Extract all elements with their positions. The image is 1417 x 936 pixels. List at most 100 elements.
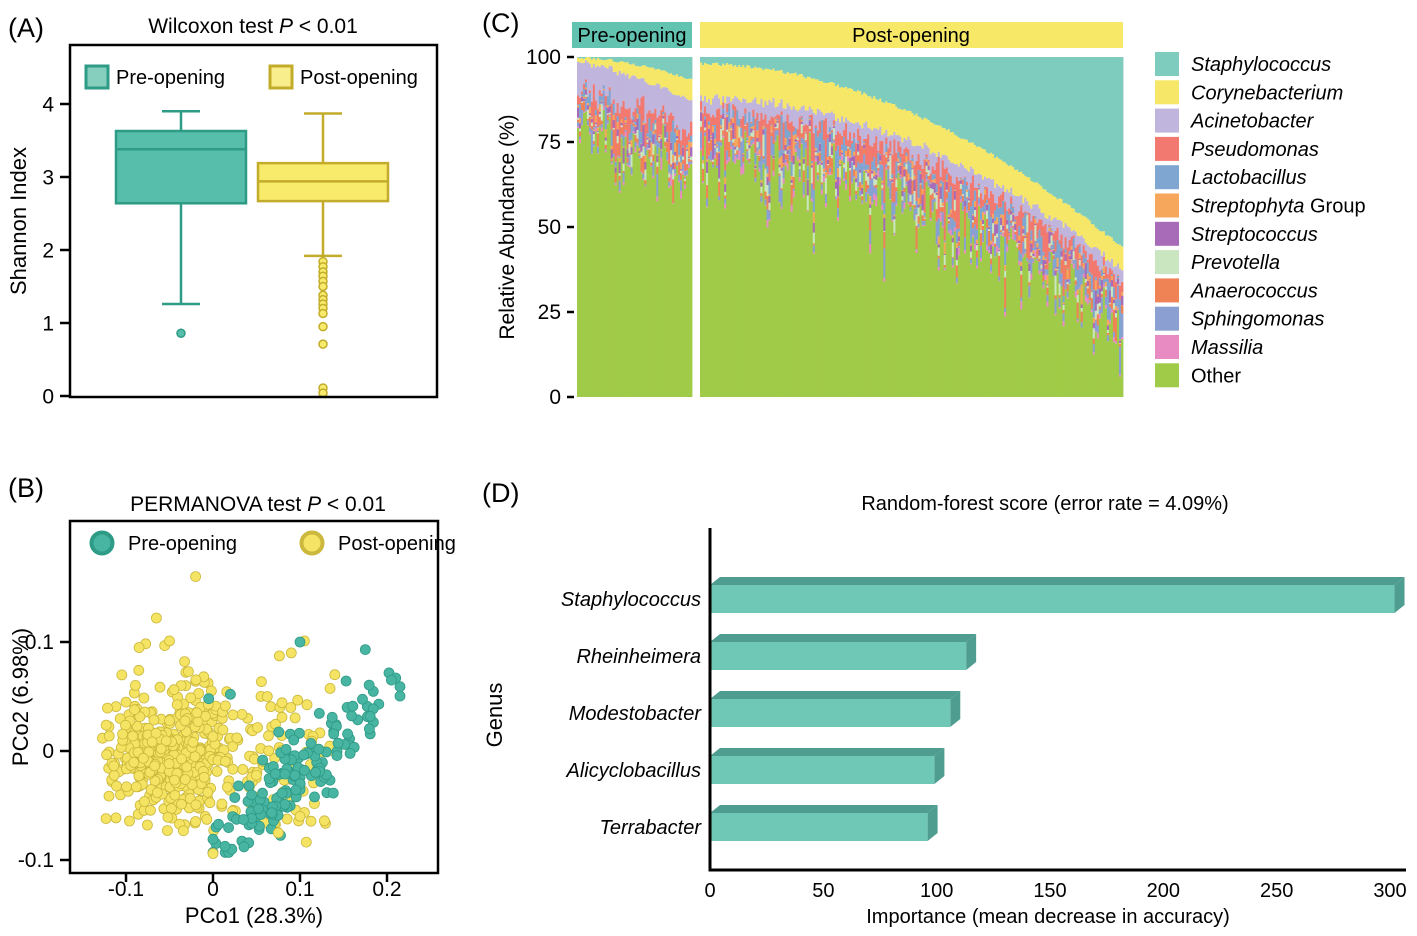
sample-bar-segment [648, 148, 651, 150]
sample-bar-segment [656, 201, 659, 397]
sample-bar-segment [1012, 214, 1015, 222]
sample-bar-segment [1004, 316, 1007, 397]
sample-bar-segment [752, 144, 755, 397]
scatter-point [227, 709, 239, 721]
box [114, 129, 248, 205]
sample-bar-segment [632, 75, 635, 112]
sample-bar-segment [1072, 259, 1076, 264]
sample-bar-segment [646, 142, 649, 145]
sample-bar-segment [849, 57, 852, 89]
sample-bar-segment [762, 107, 765, 120]
sample-bar-segment [600, 131, 604, 397]
sample-bar-segment [674, 142, 677, 152]
sample-bar-segment [1014, 57, 1017, 170]
sample-bar-segment [630, 167, 633, 175]
sample-bar-segment [582, 96, 586, 99]
sample-bar-segment [1094, 331, 1098, 333]
sample-bar-segment [1030, 252, 1033, 256]
sample-bar-segment [1044, 264, 1047, 270]
sample-bar-segment [1042, 275, 1045, 282]
sample-bar-segment [646, 67, 649, 84]
sample-bar-segment [1092, 352, 1096, 355]
sample-bar-segment [973, 210, 977, 217]
scatter-point [111, 780, 122, 792]
sample-bar-segment [768, 57, 771, 70]
sample-bar-segment [676, 138, 679, 140]
sample-bar-segment [614, 57, 618, 63]
sample-bar-segment [630, 154, 633, 167]
sample-bar-segment [955, 243, 959, 248]
sample-bar-segment [971, 142, 975, 169]
sample-bar-segment [578, 97, 582, 105]
sample-bar-segment [766, 57, 769, 70]
sample-bar-segment [624, 108, 627, 118]
sample-bar-segment [1018, 264, 1021, 397]
sample-bar-segment [658, 141, 661, 144]
sample-bar-segment [578, 131, 582, 137]
sample-bar-segment [921, 220, 924, 225]
scatter-point [100, 813, 112, 824]
sample-bar-segment [822, 57, 826, 83]
sample-bar-segment [933, 124, 937, 154]
sample-bar-segment [961, 201, 965, 211]
sample-bar-segment [734, 163, 737, 397]
sample-bar-segment [1054, 299, 1057, 314]
sample-bar-segment [939, 211, 943, 214]
sample-bar-segment [690, 100, 693, 122]
sample-bar-segment [732, 57, 735, 67]
sample-bar-segment [929, 182, 933, 184]
sample-bar-segment [979, 57, 983, 148]
sample-bar-segment [861, 184, 864, 188]
sample-bar-segment [630, 175, 633, 397]
sample-bar-segment [913, 220, 916, 397]
sample-bar-segment [756, 151, 759, 156]
sample-bar-segment [975, 57, 979, 147]
sample-bar-segment [1114, 281, 1118, 300]
sample-bar-segment [1024, 235, 1027, 237]
scatter-point [141, 819, 153, 831]
sample-bar-segment [1004, 311, 1007, 317]
sample-bar-segment [939, 157, 943, 177]
sample-bar-segment [853, 175, 856, 178]
sample-bar-segment [982, 211, 985, 220]
sample-bar-segment [622, 135, 625, 147]
sample-bar-segment [650, 142, 653, 156]
sample-bar-segment [996, 236, 999, 238]
sample-bar-segment [941, 207, 945, 213]
sample-bar-segment [748, 145, 751, 149]
sample-bar-segment [778, 115, 781, 151]
sample-bar-segment [1082, 57, 1086, 217]
sample-bar-segment [1068, 227, 1072, 241]
sample-bar-segment [861, 200, 864, 203]
sample-bar-segment [913, 57, 916, 116]
sample-bar-segment [953, 190, 957, 200]
sample-bar-segment [644, 123, 647, 148]
sample-bar-segment [674, 155, 677, 163]
sample-bar-segment [634, 125, 637, 128]
sample-bar-segment [1104, 235, 1108, 261]
sample-bar-segment [1076, 289, 1080, 295]
panel-d-title: Random-forest score (error rate = 4.09%) [861, 493, 1228, 515]
sample-bar-segment [927, 185, 931, 187]
sample-bar-segment [814, 158, 818, 162]
sample-bar-segment [951, 235, 955, 238]
sample-bar-segment [812, 245, 816, 253]
sample-bar-segment [913, 208, 916, 221]
sample-bar-segment [911, 168, 914, 170]
sample-bar-segment [911, 161, 914, 169]
sample-bar-segment [662, 112, 665, 115]
sample-bar-segment [891, 201, 894, 221]
sample-bar-segment [726, 131, 729, 151]
sample-bar-segment [1102, 278, 1106, 285]
sample-bar-segment [1018, 211, 1021, 227]
sample-bar-segment [740, 141, 743, 168]
sample-bar-segment [1020, 253, 1023, 262]
sample-bar-segment [1030, 243, 1033, 253]
sample-bar-segment [792, 189, 796, 191]
sample-bar-segment [648, 149, 651, 158]
sample-bar-segment [875, 57, 878, 100]
sample-bar-segment [756, 137, 759, 142]
sample-bar-segment [1076, 57, 1080, 214]
sample-bar-segment [855, 122, 858, 144]
